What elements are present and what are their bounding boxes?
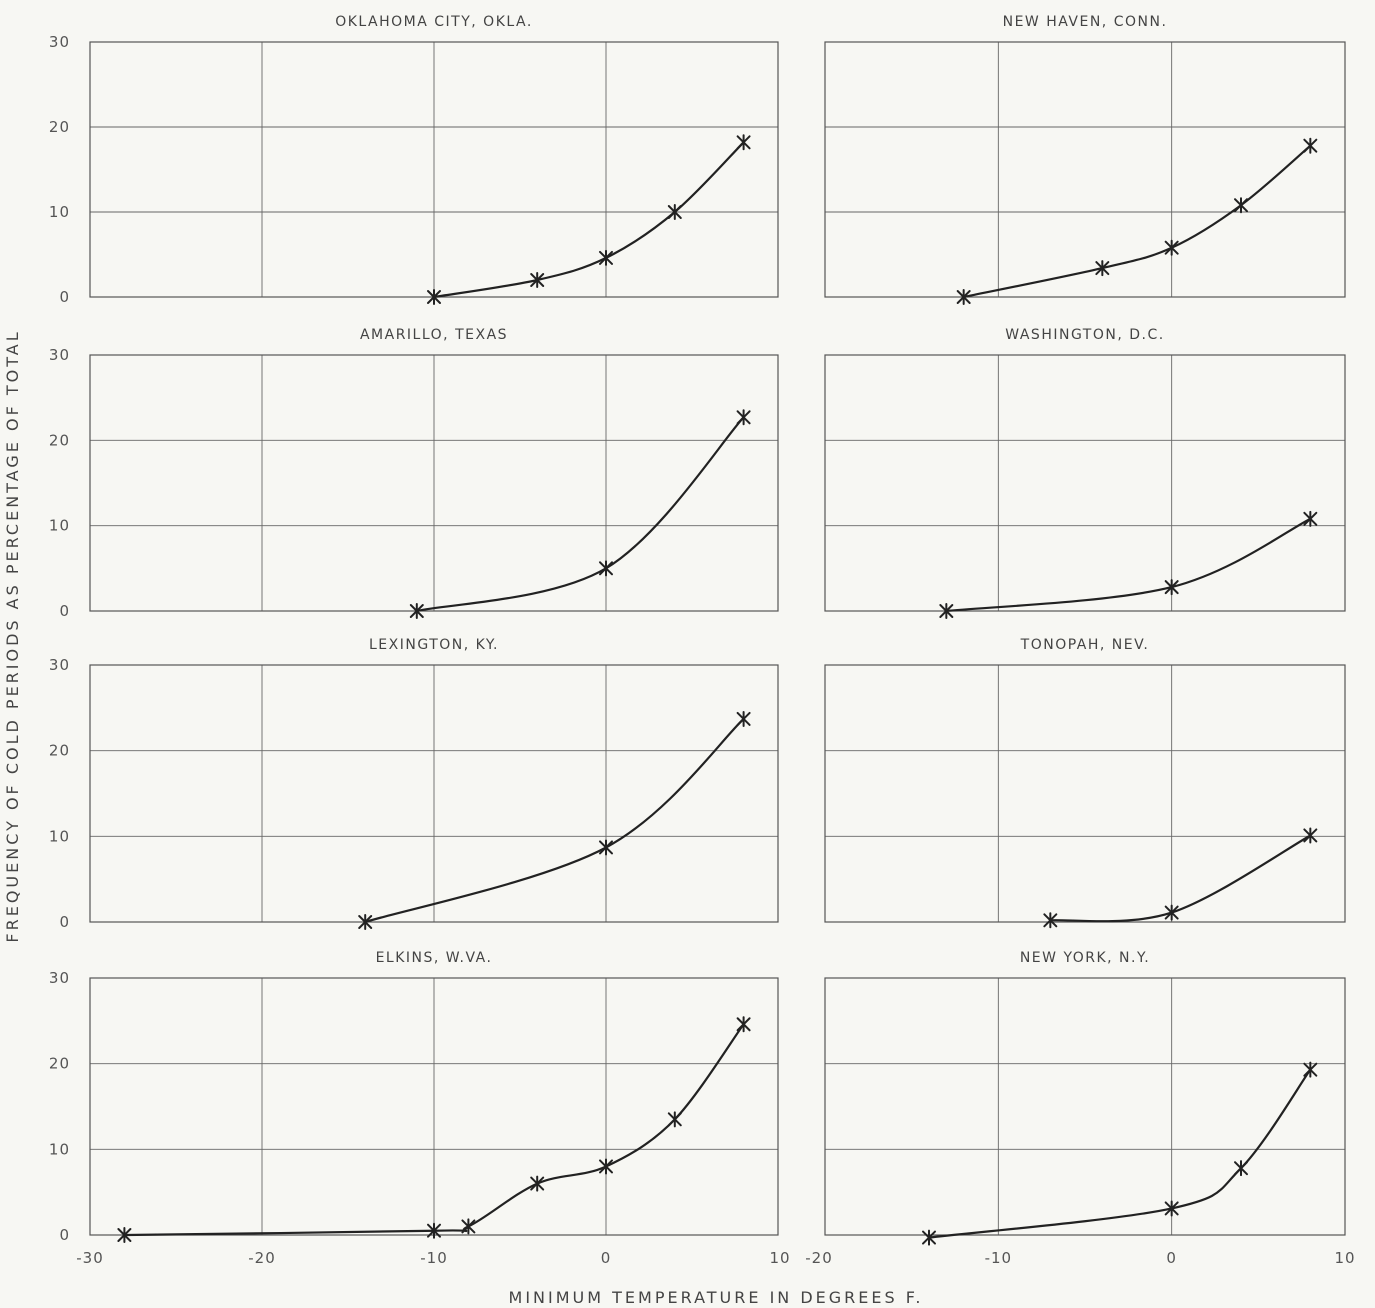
y-tick-label: 20 xyxy=(49,742,70,760)
panel-title: ELKINS, W.VA. xyxy=(376,950,493,966)
y-tick-label: 20 xyxy=(49,431,70,449)
plot-frame xyxy=(824,977,1346,1236)
x-tick-label: -20 xyxy=(805,1249,833,1267)
data-point xyxy=(530,272,545,288)
data-point xyxy=(1303,510,1318,527)
data-point xyxy=(530,1175,545,1192)
data-point xyxy=(117,1227,132,1243)
data-point xyxy=(736,710,751,727)
data-point xyxy=(956,289,971,305)
y-tick-label: 0 xyxy=(59,288,70,306)
data-point xyxy=(1164,904,1179,921)
series-line xyxy=(1049,834,1312,923)
data-point xyxy=(1164,579,1179,596)
y-axis-label: FREQUENCY OF COLD PERIODS AS PERCENTAGE … xyxy=(3,329,22,942)
data-point xyxy=(1234,1160,1248,1177)
x-tick-label: -10 xyxy=(420,1249,448,1267)
data-point xyxy=(667,1111,682,1128)
panel-4: WASHINGTON, D.C. xyxy=(824,327,1346,619)
data-point xyxy=(599,560,613,577)
x-tick-label: 10 xyxy=(1334,1249,1355,1267)
panel-title: WASHINGTON, D.C. xyxy=(1005,327,1164,343)
series-line xyxy=(927,1068,1312,1239)
data-point xyxy=(922,1229,936,1246)
data-point xyxy=(1234,197,1248,214)
y-tick-label: 0 xyxy=(59,602,70,620)
y-tick-label: 30 xyxy=(49,656,70,674)
panel-title: AMARILLO, TEXAS xyxy=(360,327,508,343)
panel-6: TONOPAH, NEV. xyxy=(824,637,1346,929)
x-tick-label: -20 xyxy=(248,1249,276,1267)
data-point xyxy=(599,249,613,266)
plot-frame xyxy=(824,41,1346,298)
panel-3: AMARILLO, TEXAS 0 10 20 30 xyxy=(49,327,779,620)
x-tick-label: 0 xyxy=(1166,1249,1177,1267)
data-point xyxy=(1303,137,1318,154)
panel-title: TONOPAH, NEV. xyxy=(1020,637,1150,653)
plot-frame xyxy=(89,664,779,923)
plot-frame xyxy=(824,664,1346,923)
data-point xyxy=(667,204,682,220)
series-line xyxy=(945,517,1312,613)
panel-2: NEW HAVEN, CONN. xyxy=(824,14,1346,305)
x-tick-label: -30 xyxy=(76,1249,104,1267)
panel-title: OKLAHOMA CITY, OKLA. xyxy=(335,14,533,30)
x-tick-label: 0 xyxy=(601,1249,612,1267)
data-point xyxy=(1095,260,1110,277)
y-tick-label: 20 xyxy=(49,118,70,136)
x-tick-label: 10 xyxy=(769,1249,790,1267)
data-point xyxy=(427,289,441,305)
y-tick-label: 30 xyxy=(49,969,70,987)
data-point xyxy=(599,1158,613,1175)
data-point xyxy=(939,603,954,619)
plot-frame xyxy=(824,354,1346,612)
plot-frame xyxy=(89,354,779,612)
y-tick-label: 10 xyxy=(49,827,70,845)
panel-title: NEW HAVEN, CONN. xyxy=(1003,14,1168,30)
data-point xyxy=(1303,827,1318,844)
panel-title: NEW YORK, N.Y. xyxy=(1020,950,1150,966)
y-tick-label: 20 xyxy=(49,1055,70,1073)
y-tick-label: 10 xyxy=(49,1140,70,1158)
series-line xyxy=(415,416,745,613)
data-point xyxy=(358,914,373,930)
data-point xyxy=(1164,239,1179,256)
panel-5: LEXINGTON, KY. 0 10 20 30 xyxy=(49,637,779,931)
series-line xyxy=(364,717,745,924)
data-point xyxy=(427,1222,441,1239)
panel-1: OKLAHOMA CITY, OKLA. 0 10 20 30 xyxy=(49,14,779,306)
data-point xyxy=(1164,1200,1179,1217)
data-point xyxy=(736,1016,751,1033)
data-point xyxy=(1043,912,1058,929)
y-tick-label: 0 xyxy=(59,913,70,931)
panel-8: NEW YORK, N.Y. -20 -10 0 10 xyxy=(805,950,1355,1267)
panel-title: LEXINGTON, KY. xyxy=(369,637,499,653)
data-point xyxy=(461,1218,476,1235)
data-point xyxy=(736,134,751,151)
series-line xyxy=(962,144,1312,299)
data-point xyxy=(599,839,613,856)
data-point xyxy=(1303,1061,1318,1078)
x-axis-label: MINIMUM TEMPERATURE IN DEGREES F. xyxy=(509,1288,924,1307)
y-tick-label: 0 xyxy=(59,1226,70,1244)
panel-7: ELKINS, W.VA. 0 10 20 30 -30 -20 -10 0 10 xyxy=(49,950,790,1267)
y-tick-label: 30 xyxy=(49,33,70,51)
series-line xyxy=(432,141,745,299)
x-tick-label: -10 xyxy=(985,1249,1013,1267)
y-tick-label: 10 xyxy=(49,517,70,535)
data-point xyxy=(736,409,751,426)
y-tick-label: 10 xyxy=(49,203,70,221)
data-point xyxy=(409,603,424,619)
y-tick-label: 30 xyxy=(49,346,70,364)
